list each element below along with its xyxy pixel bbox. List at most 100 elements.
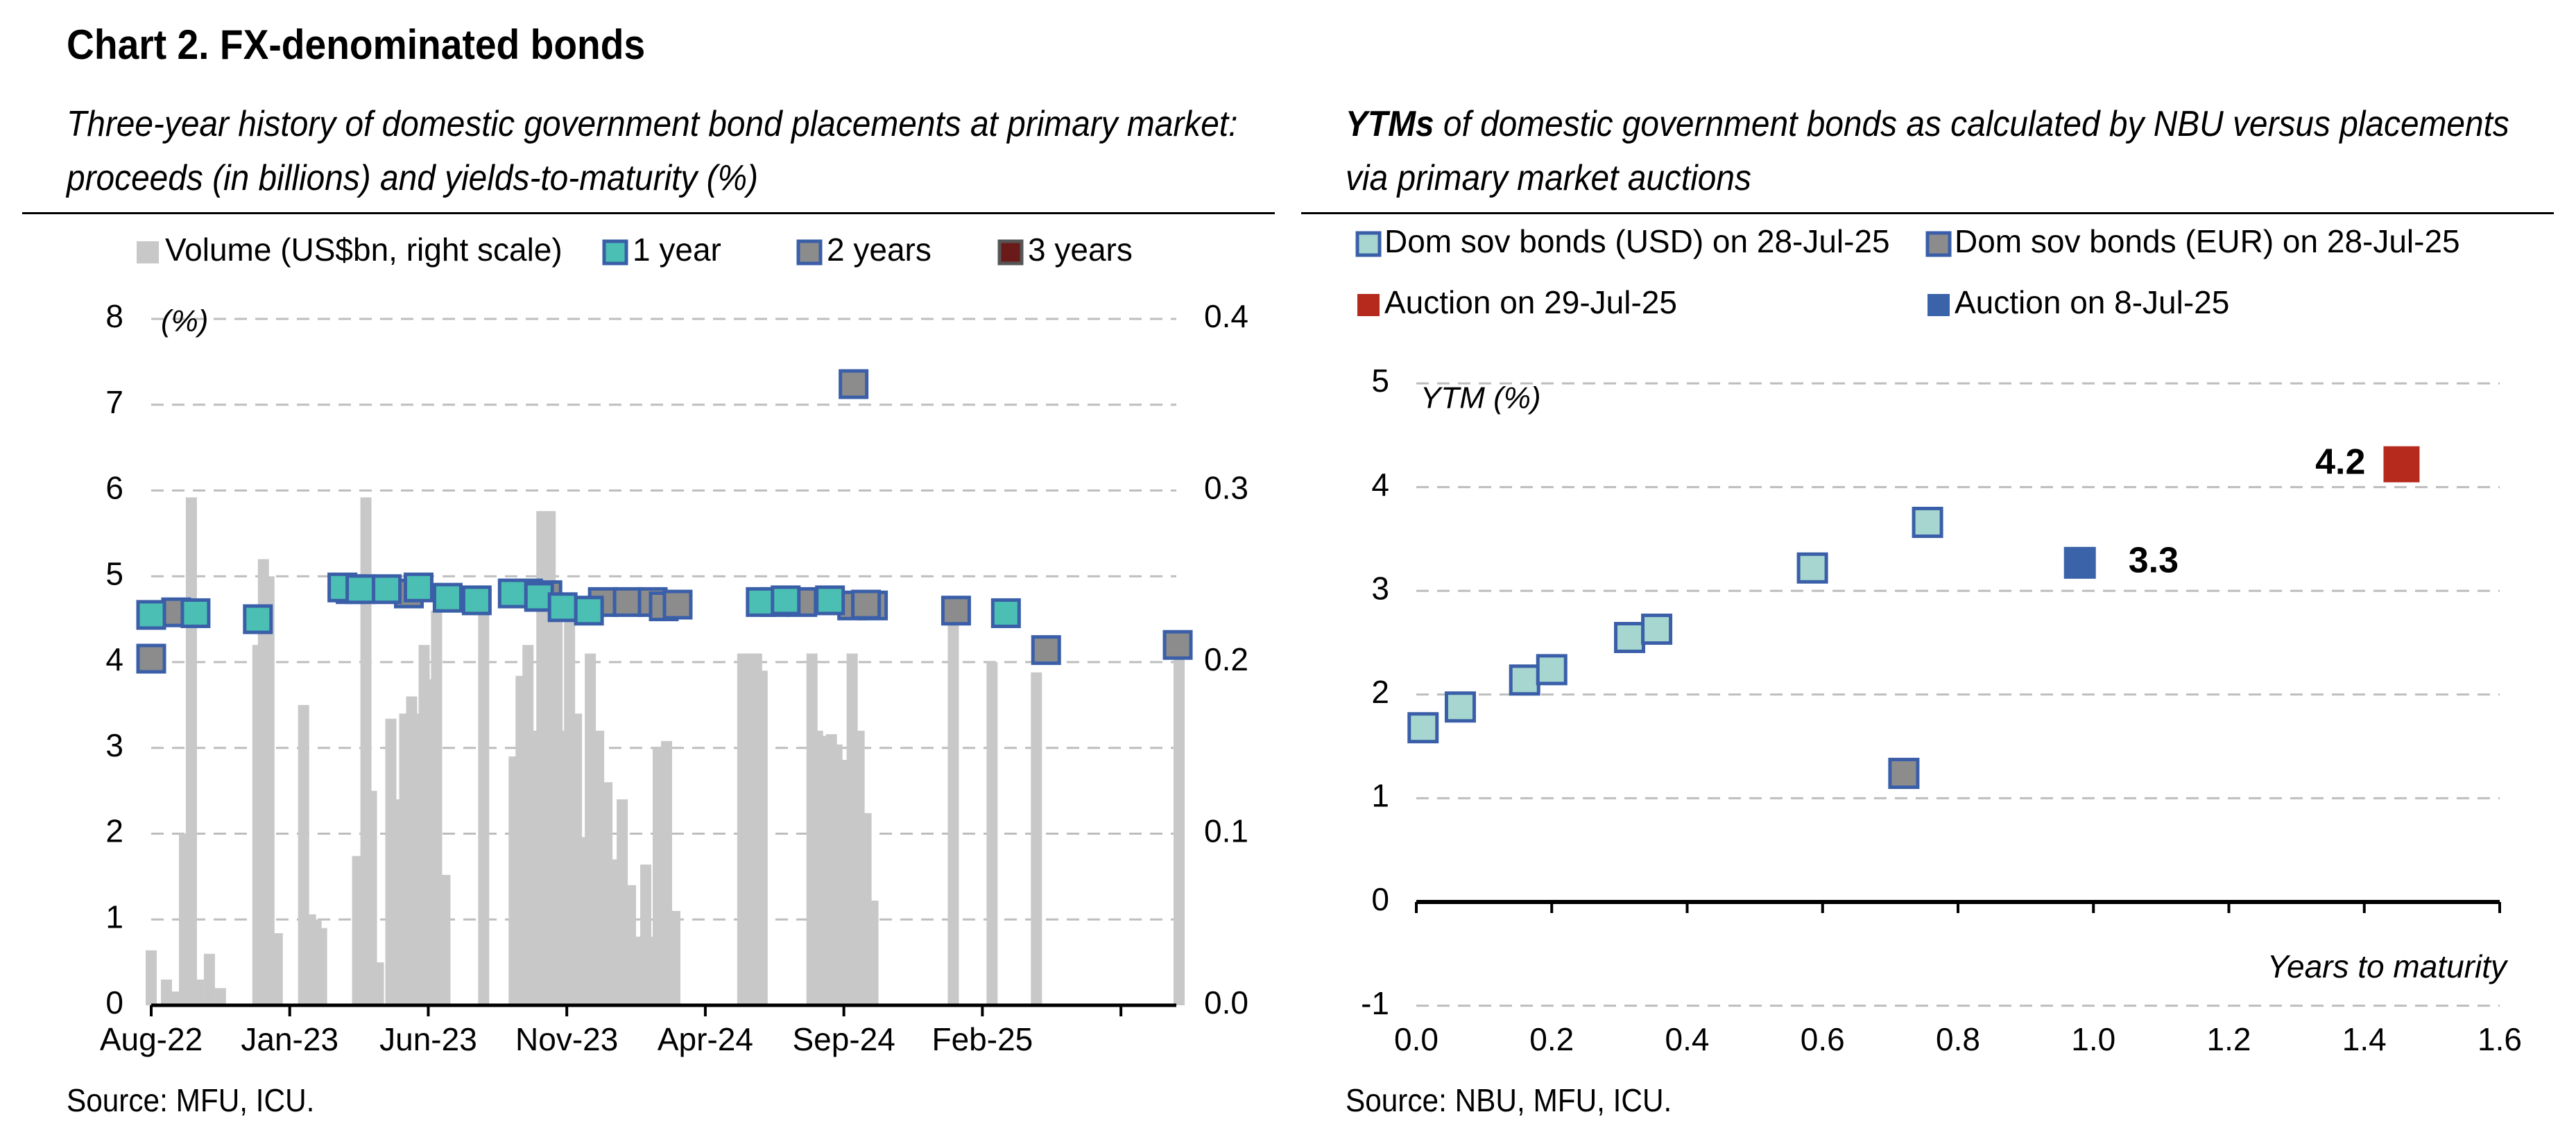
legend-auction-8-jul-label: Auction on 8-Jul-25 bbox=[1955, 284, 2229, 320]
two-year-marker bbox=[851, 589, 882, 620]
legend-1-year-label: 1 year bbox=[633, 232, 721, 268]
right-x-tick-label: 0.0 bbox=[1394, 1021, 1439, 1057]
legend-1-year-swatch bbox=[602, 239, 628, 266]
left-y-tick-label: 2 bbox=[105, 813, 123, 849]
right-x-axis-label: Years to maturity bbox=[2267, 948, 2509, 984]
usd-bond-marker bbox=[1407, 712, 1439, 744]
right-title-divider bbox=[1301, 212, 2554, 214]
right-y-tick-label: 0.2 bbox=[1204, 641, 1248, 677]
legend-volume-swatch bbox=[137, 241, 159, 263]
one-year-marker bbox=[497, 578, 528, 609]
right-chart-y-tick-label: 4 bbox=[1371, 467, 1389, 503]
legend-2-years-label: 2 years bbox=[827, 232, 931, 268]
right-source-note: Source: NBU, MFU, ICU. bbox=[1346, 1082, 1672, 1118]
right-chart-y-tick-label: 2 bbox=[1371, 674, 1389, 710]
left-y-tick-label: 8 bbox=[105, 298, 123, 334]
volume-bar bbox=[316, 928, 327, 1005]
auction-8-jul-marker bbox=[2063, 546, 2096, 579]
volume-bar bbox=[669, 910, 680, 1005]
right-subtitle-bold: YTMs bbox=[1346, 104, 1434, 144]
left-x-tick-label: Apr-24 bbox=[658, 1021, 753, 1057]
legend-usd-bonds-swatch bbox=[1355, 231, 1382, 257]
right-subtitle-line-2: via primary market auctions bbox=[1346, 158, 1751, 198]
one-year-marker bbox=[547, 592, 578, 623]
two-year-marker bbox=[136, 643, 166, 674]
left-y-tick-label: 0 bbox=[105, 984, 123, 1021]
left-axis-unit-label: (%) bbox=[161, 304, 208, 338]
auction-29-jul-marker bbox=[2383, 446, 2420, 483]
legend-eur-bonds-swatch bbox=[1925, 231, 1952, 257]
left-subtitle-line-2: proceeds (in billions) and yields-to-mat… bbox=[67, 158, 759, 198]
one-year-marker bbox=[403, 572, 433, 602]
legend-eur-bonds-label: Dom sov bonds (EUR) on 28-Jul-25 bbox=[1955, 223, 2460, 259]
one-year-marker bbox=[432, 582, 463, 613]
right-x-tick-label: 1.4 bbox=[2342, 1021, 2387, 1057]
right-x-tick-label: 1.0 bbox=[2071, 1021, 2115, 1057]
volume-bar bbox=[366, 790, 377, 1005]
volume-bar bbox=[1031, 672, 1042, 1005]
two-year-marker bbox=[662, 589, 693, 620]
right-y-axis-label: YTM (%) bbox=[1420, 381, 1541, 415]
volume-bar bbox=[947, 610, 959, 1005]
right-x-tick-label: 0.8 bbox=[1936, 1021, 1980, 1057]
left-x-tick-label: Aug-22 bbox=[100, 1021, 203, 1057]
one-year-marker bbox=[990, 598, 1021, 628]
right-chart-y-tick-label: 3 bbox=[1371, 570, 1389, 606]
left-x-tick-label: Sep-24 bbox=[792, 1021, 895, 1057]
legend-auction-29-jul-label: Auction on 29-Jul-25 bbox=[1384, 284, 1677, 320]
legend-auction-8-jul-swatch bbox=[1927, 294, 1950, 316]
usd-bond-marker bbox=[1614, 622, 1646, 654]
right-chart-y-tick-label: -1 bbox=[1361, 985, 1389, 1021]
left-panel-subtitle: Three-year history of domestic governmen… bbox=[67, 97, 1237, 205]
volume-bar bbox=[214, 988, 226, 1005]
right-x-tick-label: 1.2 bbox=[2207, 1021, 2251, 1057]
one-year-marker bbox=[180, 598, 211, 628]
right-chart-y-tick-label: 1 bbox=[1371, 778, 1389, 814]
auction-8-jul-data-label: 3.3 bbox=[2129, 541, 2179, 581]
one-year-marker bbox=[372, 574, 402, 605]
legend-2-years-swatch bbox=[796, 239, 823, 266]
one-year-marker bbox=[815, 585, 845, 616]
right-subtitle-rest: of domestic government bonds as calculat… bbox=[1434, 104, 2509, 144]
right-chart-y-tick-label: 0 bbox=[1371, 881, 1389, 917]
left-title-divider bbox=[22, 212, 1275, 214]
right-x-tick-label: 0.2 bbox=[1529, 1021, 1574, 1057]
left-y-tick-label: 5 bbox=[105, 555, 123, 591]
one-year-marker bbox=[574, 596, 604, 626]
volume-bar bbox=[169, 991, 180, 1005]
volume-bar bbox=[478, 602, 490, 1005]
volume-bar bbox=[271, 933, 283, 1005]
right-chart-y-tick-label: 5 bbox=[1371, 363, 1389, 399]
two-year-marker bbox=[612, 587, 643, 617]
left-x-tick-label: Feb-25 bbox=[932, 1021, 1033, 1057]
right-panel-subtitle: YTMs of domestic government bonds as cal… bbox=[1346, 97, 2509, 205]
volume-bar bbox=[1173, 653, 1185, 1005]
volume-bar bbox=[372, 962, 384, 1005]
two-year-marker bbox=[1162, 630, 1193, 660]
left-x-tick-label: Nov-23 bbox=[515, 1021, 618, 1057]
one-year-marker bbox=[345, 574, 376, 605]
volume-bar bbox=[146, 950, 157, 1005]
volume-bar bbox=[756, 670, 768, 1005]
one-year-marker bbox=[136, 600, 166, 630]
eur-bond-marker bbox=[1888, 757, 1920, 789]
left-y-tick-label: 3 bbox=[105, 727, 123, 763]
legend-volume-label: Volume (US$bn, right scale) bbox=[165, 232, 563, 268]
usd-bond-marker bbox=[1509, 664, 1540, 696]
left-y-tick-label: 6 bbox=[105, 470, 123, 506]
left-y-tick-label: 7 bbox=[105, 384, 123, 420]
legend-auction-29-jul-swatch bbox=[1357, 294, 1380, 316]
right-x-tick-label: 0.4 bbox=[1665, 1021, 1710, 1057]
usd-bond-marker bbox=[1912, 506, 1943, 538]
right-x-tick-label: 0.6 bbox=[1801, 1021, 1845, 1057]
right-x-tick-label: 1.6 bbox=[2478, 1021, 2522, 1057]
right-y-tick-label: 0.4 bbox=[1204, 298, 1248, 334]
right-y-tick-label: 0.1 bbox=[1204, 813, 1248, 849]
one-year-marker bbox=[771, 585, 801, 616]
two-year-marker bbox=[1031, 635, 1061, 666]
one-year-marker bbox=[746, 587, 776, 617]
volume-bar bbox=[439, 874, 451, 1005]
auction-29-jul-data-label: 4.2 bbox=[2315, 442, 2365, 482]
volume-bar bbox=[192, 979, 204, 1005]
